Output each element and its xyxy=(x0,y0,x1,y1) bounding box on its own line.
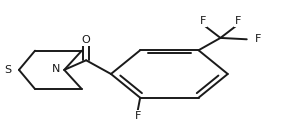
Text: F: F xyxy=(255,34,261,44)
Text: S: S xyxy=(5,65,12,75)
Text: O: O xyxy=(82,35,91,45)
Text: N: N xyxy=(52,64,61,74)
Text: F: F xyxy=(135,111,141,121)
Text: F: F xyxy=(235,16,241,26)
Text: F: F xyxy=(200,16,206,26)
